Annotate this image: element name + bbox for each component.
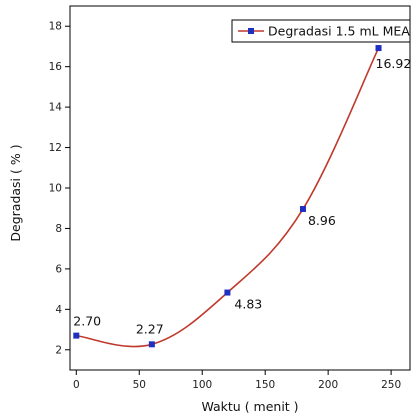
data-point-marker	[375, 45, 382, 52]
data-label: 4.83	[234, 297, 262, 312]
data-labels: 2.70 2.27 4.83 8.96 16.92	[73, 56, 411, 336]
x-tick-label: 200	[318, 379, 338, 391]
data-label: 8.96	[308, 213, 336, 228]
legend: Degradasi 1.5 mL MEA	[231, 19, 411, 43]
legend-box	[231, 19, 411, 43]
data-point-marker	[73, 332, 80, 339]
y-tick-label: 12	[49, 142, 62, 154]
data-label: 16.92	[376, 56, 412, 71]
y-tick-label: 8	[55, 223, 62, 235]
y-tick-label: 4	[55, 304, 62, 316]
y-tick-label: 2	[55, 344, 62, 356]
x-tick-label: 100	[192, 379, 212, 391]
data-label: 2.70	[73, 314, 101, 329]
data-label: 2.27	[136, 321, 164, 336]
y-tick-label: 18	[49, 21, 62, 33]
series-line	[76, 47, 380, 348]
x-tick-label: 50	[133, 379, 146, 391]
data-point-marker	[299, 206, 306, 213]
y-tick-label: 6	[55, 263, 62, 275]
x-axis: 0 50 100 150 200 250	[73, 370, 401, 391]
y-tick-label: 10	[49, 183, 62, 195]
y-axis: 2 4 6 8 10 12 14 16 18	[49, 21, 70, 356]
y-axis-title: Degradasi ( % )	[8, 144, 23, 241]
y-tick-label: 14	[49, 102, 63, 114]
x-tick-label: 0	[73, 379, 80, 391]
legend-label: Degradasi 1.5 mL MEA	[268, 24, 410, 39]
x-tick-label: 150	[255, 379, 275, 391]
data-point-marker	[224, 289, 231, 296]
x-tick-label: 250	[381, 379, 401, 391]
y-tick-label: 16	[49, 61, 63, 73]
data-point-marker	[148, 341, 155, 348]
x-axis-title: Waktu ( menit )	[201, 399, 298, 414]
plot-area-frame	[69, 5, 411, 371]
series-layer	[73, 45, 382, 348]
legend-marker	[248, 28, 254, 34]
